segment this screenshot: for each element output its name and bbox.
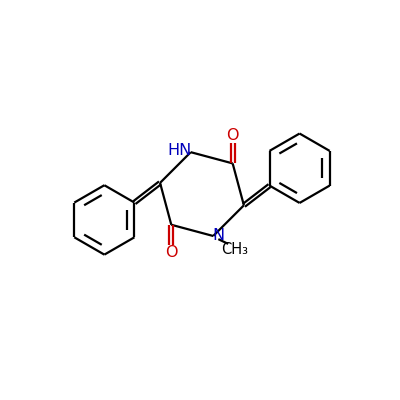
Text: O: O [226, 128, 239, 143]
Text: HN: HN [168, 143, 192, 158]
Text: O: O [165, 245, 178, 260]
Text: CH₃: CH₃ [221, 242, 248, 257]
Text: N: N [212, 228, 224, 244]
